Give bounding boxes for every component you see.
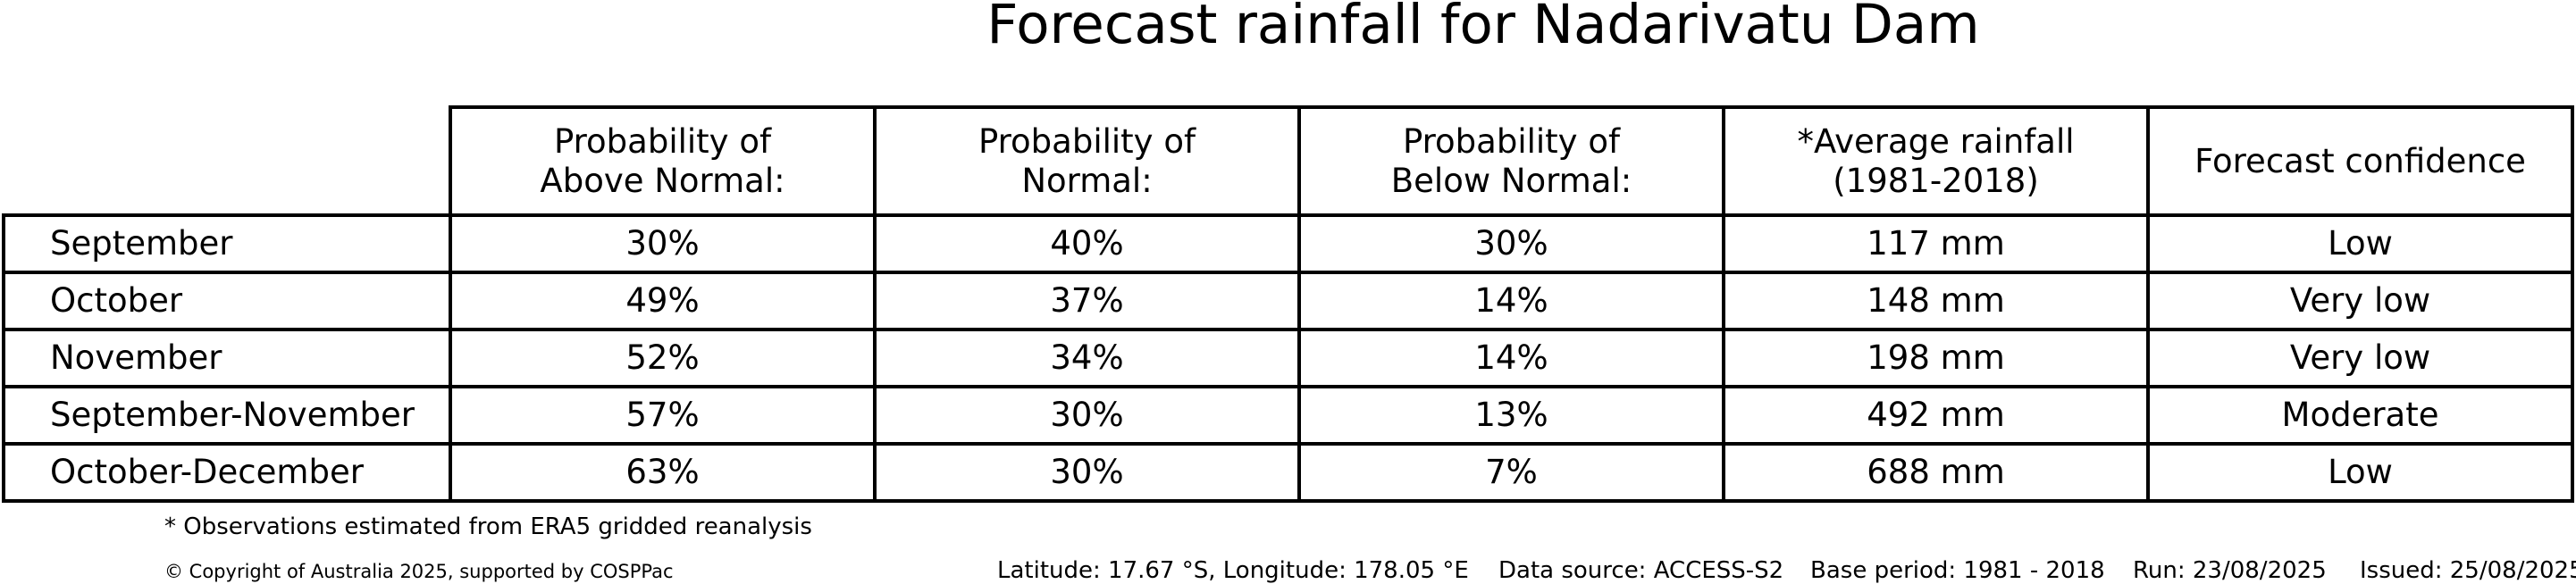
column-header-line: Below Normal: [1390, 161, 1632, 200]
column-header-average-rainfall: *Average rainfall (1981-2018) [1722, 105, 2150, 217]
above-normal-cell: 57% [449, 385, 877, 446]
column-header-line: Probability of [978, 121, 1196, 161]
period-cell: November [2, 328, 452, 388]
confidence-cell: Moderate [2146, 385, 2574, 446]
below-normal-cell: 14% [1297, 271, 1725, 331]
issued-date: Issued: 25/08/2025 [2360, 557, 2576, 584]
forecast-table: Probability of Above Normal: Probability… [2, 105, 2574, 503]
copyright-notice: © Copyright of Australia 2025, supported… [164, 561, 674, 582]
column-header-line: Above Normal: [540, 161, 785, 200]
data-source: Data source: ACCESS-S2 [1498, 557, 1784, 584]
column-header-line: (1981-2018) [1833, 161, 2039, 200]
table-row: October 49% 37% 14% 148 mm Very low [2, 271, 2574, 331]
column-header-line: Probability of [1402, 121, 1620, 161]
column-header-line: Probability of [553, 121, 771, 161]
table-row: September 30% 40% 30% 117 mm Low [2, 213, 2574, 274]
below-normal-cell: 13% [1297, 385, 1725, 446]
period-cell: October [2, 271, 452, 331]
page-title: Forecast rainfall for Nadarivatu Dam [986, 0, 1980, 56]
column-header-line: *Average rainfall [1797, 121, 2075, 161]
average-rainfall-cell: 117 mm [1722, 213, 2150, 274]
table-header-row: Probability of Above Normal: Probability… [4, 105, 2574, 217]
above-normal-cell: 49% [449, 271, 877, 331]
confidence-cell: Very low [2146, 328, 2574, 388]
table-row: October-December 63% 30% 7% 688 mm Low [2, 442, 2574, 503]
average-rainfall-cell: 492 mm [1722, 385, 2150, 446]
column-header-normal: Probability of Normal: [873, 105, 1301, 217]
column-header-forecast-confidence: Forecast confidence [2146, 105, 2574, 217]
below-normal-cell: 14% [1297, 328, 1725, 388]
table-corner-cell [4, 107, 452, 217]
table-row: September-November 57% 30% 13% 492 mm Mo… [2, 385, 2574, 446]
above-normal-cell: 52% [449, 328, 877, 388]
normal-cell: 34% [873, 328, 1301, 388]
below-normal-cell: 7% [1297, 442, 1725, 503]
confidence-cell: Low [2146, 442, 2574, 503]
normal-cell: 30% [873, 385, 1301, 446]
base-period: Base period: 1981 - 2018 [1810, 557, 2105, 584]
location-coordinates: Latitude: 17.67 °S, Longitude: 178.05 °E [997, 557, 1469, 584]
period-cell: October-December [2, 442, 452, 503]
run-date: Run: 23/08/2025 [2133, 557, 2327, 584]
average-rainfall-cell: 148 mm [1722, 271, 2150, 331]
below-normal-cell: 30% [1297, 213, 1725, 274]
confidence-cell: Low [2146, 213, 2574, 274]
column-header-line: Forecast confidence [2194, 141, 2526, 180]
column-header-above-normal: Probability of Above Normal: [449, 105, 877, 217]
column-header-line: Normal: [1021, 161, 1153, 200]
period-cell: September-November [2, 385, 452, 446]
average-rainfall-cell: 198 mm [1722, 328, 2150, 388]
confidence-cell: Very low [2146, 271, 2574, 331]
period-cell: September [2, 213, 452, 274]
average-rainfall-cell: 688 mm [1722, 442, 2150, 503]
column-header-below-normal: Probability of Below Normal: [1297, 105, 1725, 217]
table-row: November 52% 34% 14% 198 mm Very low [2, 328, 2574, 388]
normal-cell: 37% [873, 271, 1301, 331]
normal-cell: 40% [873, 213, 1301, 274]
above-normal-cell: 63% [449, 442, 877, 503]
above-normal-cell: 30% [449, 213, 877, 274]
normal-cell: 30% [873, 442, 1301, 503]
footnote: * Observations estimated from ERA5 gridd… [164, 513, 812, 540]
